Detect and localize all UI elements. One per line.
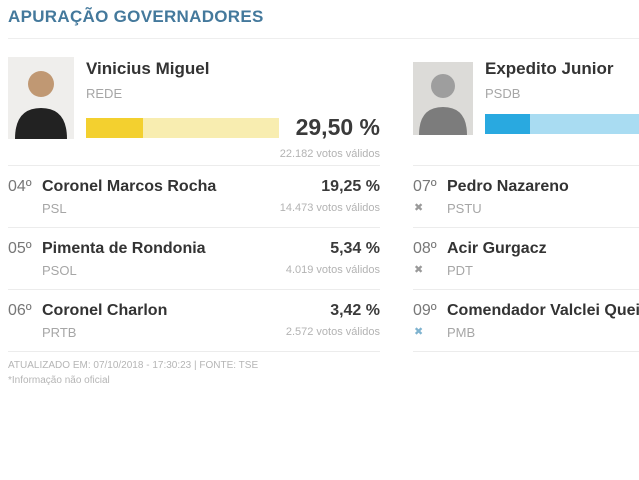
candidate-row: 08º ✖ Acir Gurgacz PDT xyxy=(413,228,639,290)
candidate-percent: 5,34 % xyxy=(330,240,380,257)
candidate-party: REDE xyxy=(86,86,123,101)
candidate-row: 09º ✖ Comendador Valclei Queiroz PMB xyxy=(413,290,639,352)
rank-number: 06º xyxy=(8,302,32,319)
candidate-photo xyxy=(413,62,473,135)
unofficial-disclaimer: *Informação não oficial xyxy=(8,374,110,386)
candidate-votes: 14.473 votos válidos xyxy=(279,202,380,214)
rank-list-right: 07º ✖ Pedro Nazareno PSTU 08º ✖ Acir Gur… xyxy=(413,165,639,352)
apuracao-page: APURAÇÃO GOVERNADORES Vinicius Miguel RE… xyxy=(8,7,639,388)
candidate-party: PRTB xyxy=(42,325,77,340)
candidate-name: Coronel Charlon xyxy=(42,302,168,319)
rank-number: 09º xyxy=(413,302,437,319)
candidate-name: Vinicius Miguel xyxy=(86,59,210,78)
candidate-percent: 3,42 % xyxy=(330,302,380,319)
vote-bar-track xyxy=(485,114,639,134)
candidate-row: 07º ✖ Pedro Nazareno PSTU xyxy=(413,166,639,228)
column-left: Vinicius Miguel REDE 29,50 % 22.182 voto… xyxy=(8,57,380,388)
rank-number: 08º xyxy=(413,240,437,257)
leader-card-expedito: Expedito Junior PSDB xyxy=(413,57,639,165)
candidate-party: PDT xyxy=(447,263,473,278)
candidate-row: 06º Coronel Charlon PRTB 3,42 % 2.572 vo… xyxy=(8,290,380,352)
candidate-row: 04º Coronel Marcos Rocha PSL 19,25 % 14.… xyxy=(8,166,380,228)
eliminated-x-icon: ✖ xyxy=(414,326,424,338)
candidate-row: 05º Pimenta de Rondonia PSOL 5,34 % 4.01… xyxy=(8,228,380,290)
candidate-name: Acir Gurgacz xyxy=(447,240,547,257)
candidate-percent: 29,50 % xyxy=(295,114,380,140)
candidate-photo xyxy=(8,57,74,139)
rank-list-left: 04º Coronel Marcos Rocha PSL 19,25 % 14.… xyxy=(8,165,380,352)
header-divider xyxy=(8,38,639,39)
eliminated-x-icon: ✖ xyxy=(414,264,424,276)
candidate-percent: 19,25 % xyxy=(321,178,380,195)
vote-bar-fill xyxy=(86,117,143,138)
rank-number: 07º xyxy=(413,178,437,195)
page-title: APURAÇÃO GOVERNADORES xyxy=(8,7,264,26)
rank-number: 04º xyxy=(8,178,32,195)
candidate-name: Comendador Valclei Queiroz xyxy=(447,302,639,319)
candidate-name: Pedro Nazareno xyxy=(447,178,569,195)
candidate-party: PSTU xyxy=(447,201,482,216)
candidate-party: PSOL xyxy=(42,263,77,278)
rank-number: 05º xyxy=(8,240,32,257)
candidate-votes: 4.019 votos válidos xyxy=(285,264,380,276)
candidate-votes: 22.182 votos válidos xyxy=(279,148,380,160)
candidate-votes: 2.572 votos válidos xyxy=(285,326,380,338)
updated-timestamp: ATUALIZADO EM: 07/10/2018 - 17:30:23 | F… xyxy=(8,360,259,371)
vote-bar-track xyxy=(86,117,279,138)
eliminated-x-icon: ✖ xyxy=(414,202,424,214)
person-silhouette-icon xyxy=(8,57,74,139)
person-silhouette-icon xyxy=(413,62,473,135)
vote-bar-fill xyxy=(485,114,530,134)
candidate-party: PSDB xyxy=(485,86,521,101)
leader-card-vinicius: Vinicius Miguel REDE 29,50 % 22.182 voto… xyxy=(8,57,380,165)
results-columns: Vinicius Miguel REDE 29,50 % 22.182 voto… xyxy=(8,57,639,388)
candidate-name: Coronel Marcos Rocha xyxy=(42,178,217,195)
candidate-party: PSL xyxy=(42,201,67,216)
candidate-name: Expedito Junior xyxy=(485,59,614,78)
candidate-name: Pimenta de Rondonia xyxy=(42,240,206,257)
candidate-party: PMB xyxy=(447,325,476,340)
column-right: Expedito Junior PSDB 07º ✖ xyxy=(413,57,639,388)
footer: ATUALIZADO EM: 07/10/2018 - 17:30:23 | F… xyxy=(8,359,380,388)
